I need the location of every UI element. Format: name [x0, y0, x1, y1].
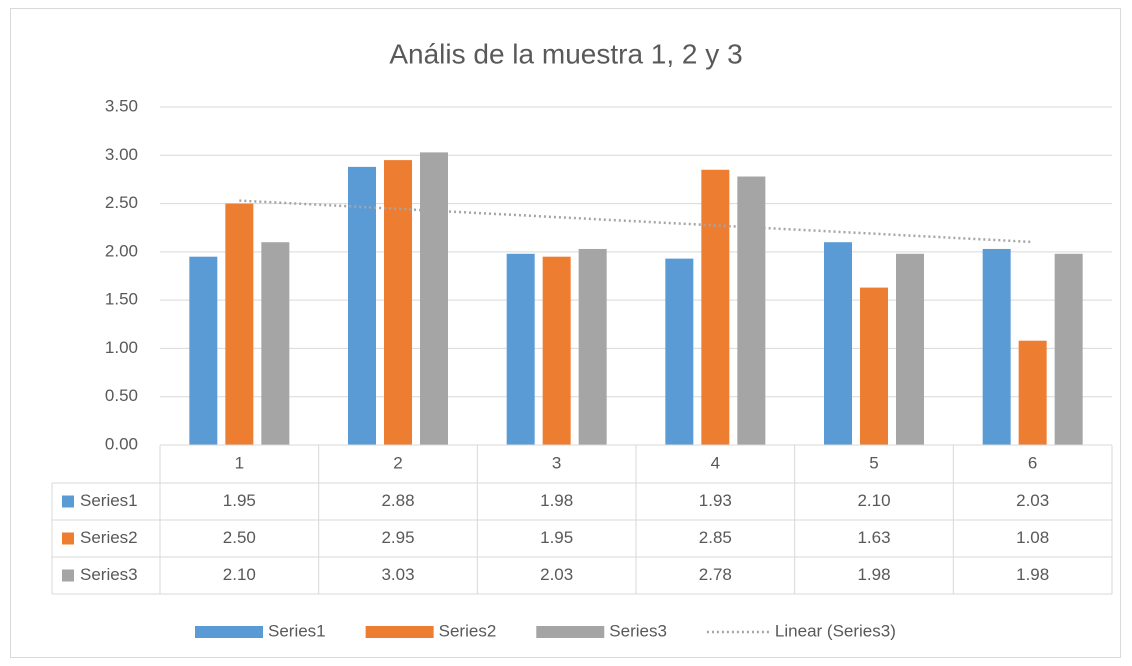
y-tick-label: 3.50 [105, 96, 138, 115]
legend-label: Series2 [439, 621, 497, 640]
table-series-name: Series2 [80, 528, 138, 547]
table-series-name: Series3 [80, 565, 138, 584]
bar [384, 160, 412, 445]
x-tick-label: 4 [711, 453, 720, 472]
bar [701, 169, 730, 445]
table-value: 2.85 [699, 528, 732, 547]
legend-key [365, 626, 434, 638]
legend-label: Linear (Series3) [775, 621, 896, 640]
table-value: 2.10 [223, 565, 256, 584]
table-legend-key [62, 532, 74, 545]
table-value: 1.98 [1016, 565, 1049, 584]
table-value: 1.93 [699, 491, 732, 510]
table-value: 3.03 [381, 565, 414, 584]
table-value: 2.50 [223, 528, 256, 547]
bar [348, 166, 376, 446]
table-series-name: Series1 [80, 491, 138, 510]
table-value: 1.95 [540, 528, 573, 547]
bar [225, 203, 254, 445]
bar [982, 248, 1011, 445]
table-legend-key [62, 569, 74, 582]
table-legend-key [62, 495, 74, 508]
table-value: 1.08 [1016, 528, 1049, 547]
bar [189, 256, 218, 445]
y-tick-label: 2.50 [105, 193, 138, 212]
bar [506, 253, 535, 445]
x-tick-label: 2 [393, 453, 402, 472]
bar [665, 258, 694, 445]
y-tick-label: 0.50 [105, 386, 138, 405]
x-tick-label: 3 [552, 453, 561, 472]
bar [261, 242, 290, 445]
bar [737, 176, 766, 445]
table-value: 2.03 [540, 565, 573, 584]
y-tick-label: 3.00 [105, 145, 138, 164]
x-tick-label: 5 [869, 453, 878, 472]
bar [824, 242, 852, 445]
legend-label: Series3 [609, 621, 667, 640]
table-value: 2.03 [1016, 491, 1049, 510]
y-tick-label: 1.50 [105, 290, 138, 309]
y-tick-label: 1.00 [105, 338, 138, 357]
table-value: 2.10 [857, 491, 890, 510]
bar [860, 287, 888, 445]
bar [1054, 253, 1083, 445]
y-tick-label: 0.00 [105, 434, 138, 453]
x-tick-label: 6 [1028, 453, 1037, 472]
bar [420, 152, 448, 446]
legend-key [195, 626, 263, 638]
legend-key [536, 626, 605, 638]
table-value: 1.98 [540, 491, 573, 510]
bar [1018, 340, 1047, 445]
legend-label: Series1 [268, 621, 326, 640]
bar [542, 256, 571, 445]
table-value: 2.78 [699, 565, 732, 584]
table-value: 1.95 [223, 491, 256, 510]
table-value: 2.88 [381, 491, 414, 510]
bar [896, 253, 924, 445]
table-value: 1.98 [857, 565, 890, 584]
x-tick-label: 1 [235, 453, 244, 472]
table-value: 1.63 [857, 528, 890, 547]
bar [578, 248, 607, 445]
table-value: 2.95 [381, 528, 414, 547]
y-tick-label: 2.00 [105, 241, 138, 260]
chart-title: Anális de la muestra 1, 2 y 3 [389, 38, 742, 69]
